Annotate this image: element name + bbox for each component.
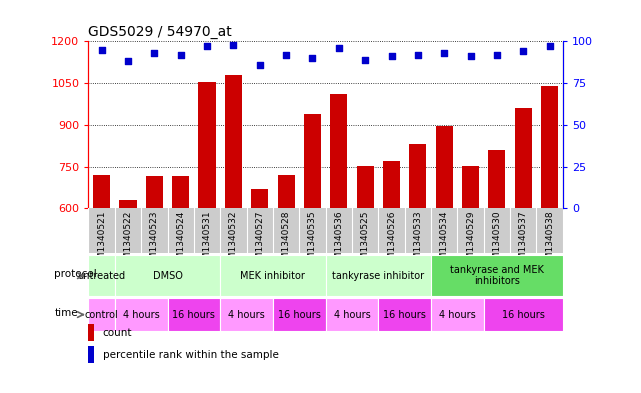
- Bar: [304, 114, 321, 208]
- Bar: [326, 255, 431, 296]
- Bar: [88, 255, 115, 296]
- Point: [307, 55, 317, 61]
- Bar: [356, 166, 374, 208]
- Point: [492, 51, 502, 58]
- Text: GSM1340529: GSM1340529: [466, 211, 475, 271]
- Bar: [462, 166, 479, 208]
- Point: [334, 45, 344, 51]
- Point: [518, 48, 528, 54]
- Bar: [88, 324, 94, 341]
- Bar: [172, 176, 189, 208]
- Text: 16 hours: 16 hours: [172, 310, 215, 320]
- Bar: [221, 255, 326, 296]
- Bar: [93, 175, 110, 208]
- Text: 16 hours: 16 hours: [278, 310, 320, 320]
- Bar: [119, 200, 137, 208]
- Point: [413, 51, 423, 58]
- Point: [465, 53, 476, 59]
- Text: GSM1340521: GSM1340521: [97, 211, 106, 271]
- Text: GSM1340525: GSM1340525: [361, 211, 370, 271]
- Text: control: control: [85, 310, 119, 320]
- Bar: [436, 126, 453, 208]
- Text: GSM1340524: GSM1340524: [176, 211, 185, 271]
- Text: GSM1340530: GSM1340530: [492, 211, 501, 271]
- Text: GSM1340523: GSM1340523: [150, 211, 159, 271]
- Text: GSM1340536: GSM1340536: [335, 211, 344, 271]
- Point: [387, 53, 397, 59]
- Text: DMSO: DMSO: [153, 271, 183, 281]
- Bar: [515, 108, 532, 208]
- Bar: [251, 189, 269, 208]
- Bar: [88, 298, 115, 331]
- Bar: [88, 346, 94, 363]
- Bar: [330, 94, 347, 208]
- Text: time: time: [54, 308, 78, 318]
- Bar: [378, 298, 431, 331]
- Bar: [225, 75, 242, 208]
- Bar: [199, 82, 215, 208]
- Bar: [115, 255, 221, 296]
- Bar: [383, 161, 400, 208]
- Text: GSM1340535: GSM1340535: [308, 211, 317, 271]
- Text: GSM1340526: GSM1340526: [387, 211, 396, 271]
- Text: GSM1340534: GSM1340534: [440, 211, 449, 271]
- Bar: [431, 298, 484, 331]
- Point: [202, 43, 212, 50]
- Text: untreated: untreated: [78, 271, 126, 281]
- Text: 4 hours: 4 hours: [228, 310, 265, 320]
- Text: 16 hours: 16 hours: [383, 310, 426, 320]
- Point: [149, 50, 160, 56]
- Text: tankyrase and MEK
inhibitors: tankyrase and MEK inhibitors: [450, 265, 544, 286]
- Point: [123, 58, 133, 64]
- Point: [97, 46, 107, 53]
- Point: [439, 50, 449, 56]
- Text: GSM1340531: GSM1340531: [203, 211, 212, 271]
- Bar: [221, 298, 273, 331]
- Text: protocol: protocol: [54, 269, 97, 279]
- Bar: [115, 298, 167, 331]
- Point: [281, 51, 291, 58]
- Bar: [410, 144, 426, 208]
- Text: GSM1340527: GSM1340527: [255, 211, 264, 271]
- Text: 4 hours: 4 hours: [333, 310, 370, 320]
- Bar: [541, 86, 558, 208]
- Point: [176, 51, 186, 58]
- Bar: [273, 298, 326, 331]
- Text: MEK inhibitor: MEK inhibitor: [240, 271, 305, 281]
- Text: GSM1340538: GSM1340538: [545, 211, 554, 271]
- Point: [360, 57, 370, 63]
- Text: percentile rank within the sample: percentile rank within the sample: [103, 350, 278, 360]
- Text: tankyrase inhibitor: tankyrase inhibitor: [332, 271, 424, 281]
- Point: [544, 43, 554, 50]
- Text: 4 hours: 4 hours: [439, 310, 476, 320]
- Text: 16 hours: 16 hours: [502, 310, 545, 320]
- Point: [228, 41, 238, 48]
- Text: GSM1340537: GSM1340537: [519, 211, 528, 271]
- Bar: [326, 298, 378, 331]
- Bar: [488, 150, 506, 208]
- Text: GSM1340522: GSM1340522: [124, 211, 133, 271]
- Point: [254, 61, 265, 68]
- Text: GSM1340532: GSM1340532: [229, 211, 238, 271]
- Bar: [431, 255, 563, 296]
- Text: count: count: [103, 328, 132, 338]
- Text: GDS5029 / 54970_at: GDS5029 / 54970_at: [88, 25, 232, 39]
- Bar: [167, 298, 221, 331]
- Bar: [484, 298, 563, 331]
- Text: GSM1340528: GSM1340528: [281, 211, 290, 271]
- Text: GSM1340533: GSM1340533: [413, 211, 422, 271]
- Text: 4 hours: 4 hours: [123, 310, 160, 320]
- Bar: [278, 175, 295, 208]
- Bar: [146, 176, 163, 208]
